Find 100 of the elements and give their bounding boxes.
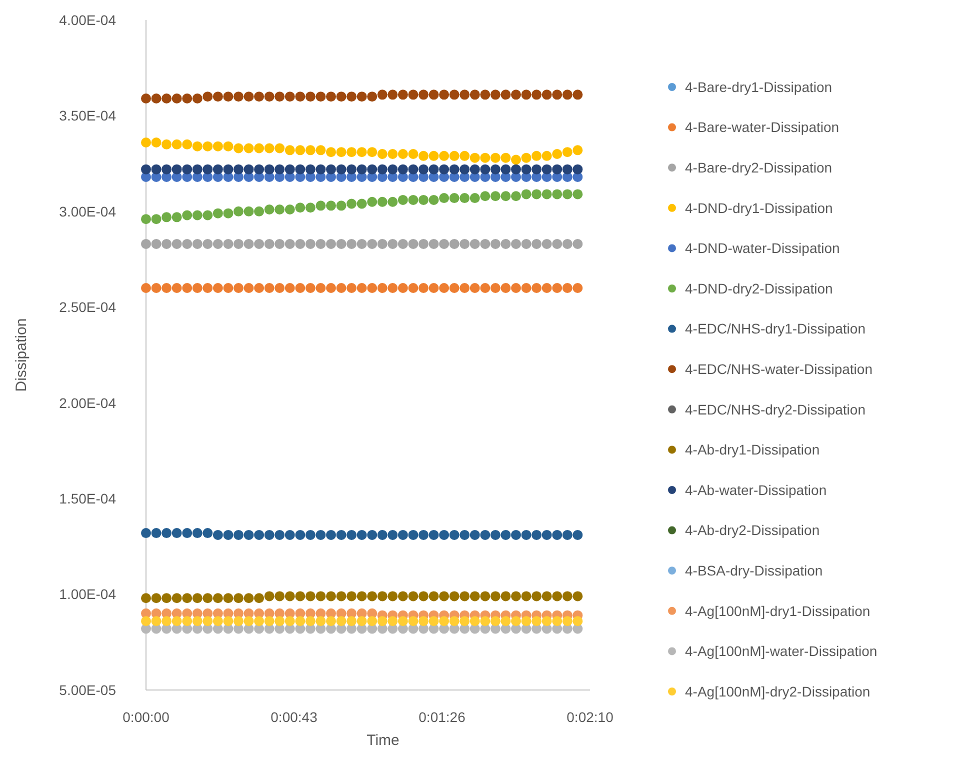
point	[346, 147, 357, 158]
point	[572, 145, 583, 156]
point	[305, 202, 316, 213]
point	[254, 616, 264, 626]
point	[480, 90, 490, 100]
point	[408, 591, 418, 602]
point	[521, 90, 532, 100]
point	[141, 164, 151, 174]
point	[234, 593, 244, 604]
point	[572, 283, 583, 293]
point	[408, 530, 418, 540]
point	[336, 238, 346, 249]
point	[490, 164, 500, 174]
point	[388, 149, 398, 159]
point	[388, 90, 398, 100]
point	[254, 283, 264, 293]
point	[202, 92, 213, 102]
point	[398, 194, 408, 205]
point	[212, 208, 223, 218]
point	[490, 591, 500, 602]
point	[305, 92, 316, 102]
point	[212, 141, 223, 152]
point	[500, 283, 511, 293]
point	[490, 191, 500, 202]
point	[172, 212, 182, 222]
point	[521, 152, 532, 163]
point	[398, 90, 408, 100]
point	[346, 164, 357, 174]
point	[316, 530, 326, 540]
legend-label: 4-Bare-dry1-Dissipation	[685, 78, 832, 95]
point	[490, 238, 500, 249]
point	[367, 530, 378, 540]
point	[172, 93, 182, 104]
point	[460, 530, 470, 540]
point	[316, 238, 326, 249]
point	[316, 283, 326, 293]
legend-label: 4-Bare-water-Dissipation	[685, 119, 840, 136]
point	[336, 591, 346, 602]
point	[212, 593, 223, 604]
x-tick-label: 0:00:00	[122, 708, 170, 725]
point	[367, 591, 378, 602]
point	[244, 238, 254, 249]
point	[439, 283, 450, 293]
point	[418, 530, 428, 540]
point	[500, 191, 511, 202]
point	[212, 530, 223, 540]
legend-label: 4-Ag[100nM]-dry1-Dissipation	[685, 602, 870, 619]
x-tick-label: 0:02:10	[566, 708, 614, 725]
point	[356, 238, 367, 249]
point	[418, 616, 428, 626]
point	[254, 164, 264, 174]
point	[460, 238, 470, 249]
point	[234, 530, 244, 540]
point	[480, 191, 490, 202]
point	[377, 238, 388, 249]
point	[264, 283, 274, 293]
point	[141, 528, 151, 538]
point	[141, 238, 151, 249]
point	[162, 593, 172, 604]
point	[305, 283, 316, 293]
point	[244, 593, 254, 604]
point	[182, 616, 192, 626]
point	[162, 283, 172, 293]
point	[162, 212, 172, 222]
point	[356, 198, 367, 209]
point	[460, 616, 470, 626]
point	[562, 189, 572, 200]
point	[223, 593, 234, 604]
point	[244, 530, 254, 540]
point	[449, 193, 460, 204]
point	[192, 528, 202, 538]
point	[408, 616, 418, 626]
point	[295, 202, 306, 213]
point	[460, 90, 470, 100]
point	[295, 530, 306, 540]
point	[490, 152, 500, 163]
point	[172, 164, 182, 174]
point	[162, 164, 172, 174]
point	[202, 528, 213, 538]
point	[572, 189, 583, 200]
point	[172, 139, 182, 150]
point	[212, 92, 223, 102]
point	[284, 145, 295, 156]
point	[192, 164, 202, 174]
point	[480, 283, 490, 293]
point	[532, 238, 542, 249]
point	[470, 283, 480, 293]
point	[141, 616, 151, 626]
point	[316, 591, 326, 602]
point	[428, 90, 439, 100]
point	[511, 616, 521, 626]
point	[449, 616, 460, 626]
point	[418, 238, 428, 249]
point	[295, 164, 306, 174]
point	[244, 283, 254, 293]
point	[212, 238, 223, 249]
point	[562, 164, 572, 174]
point	[552, 591, 562, 602]
point	[336, 530, 346, 540]
point	[460, 283, 470, 293]
